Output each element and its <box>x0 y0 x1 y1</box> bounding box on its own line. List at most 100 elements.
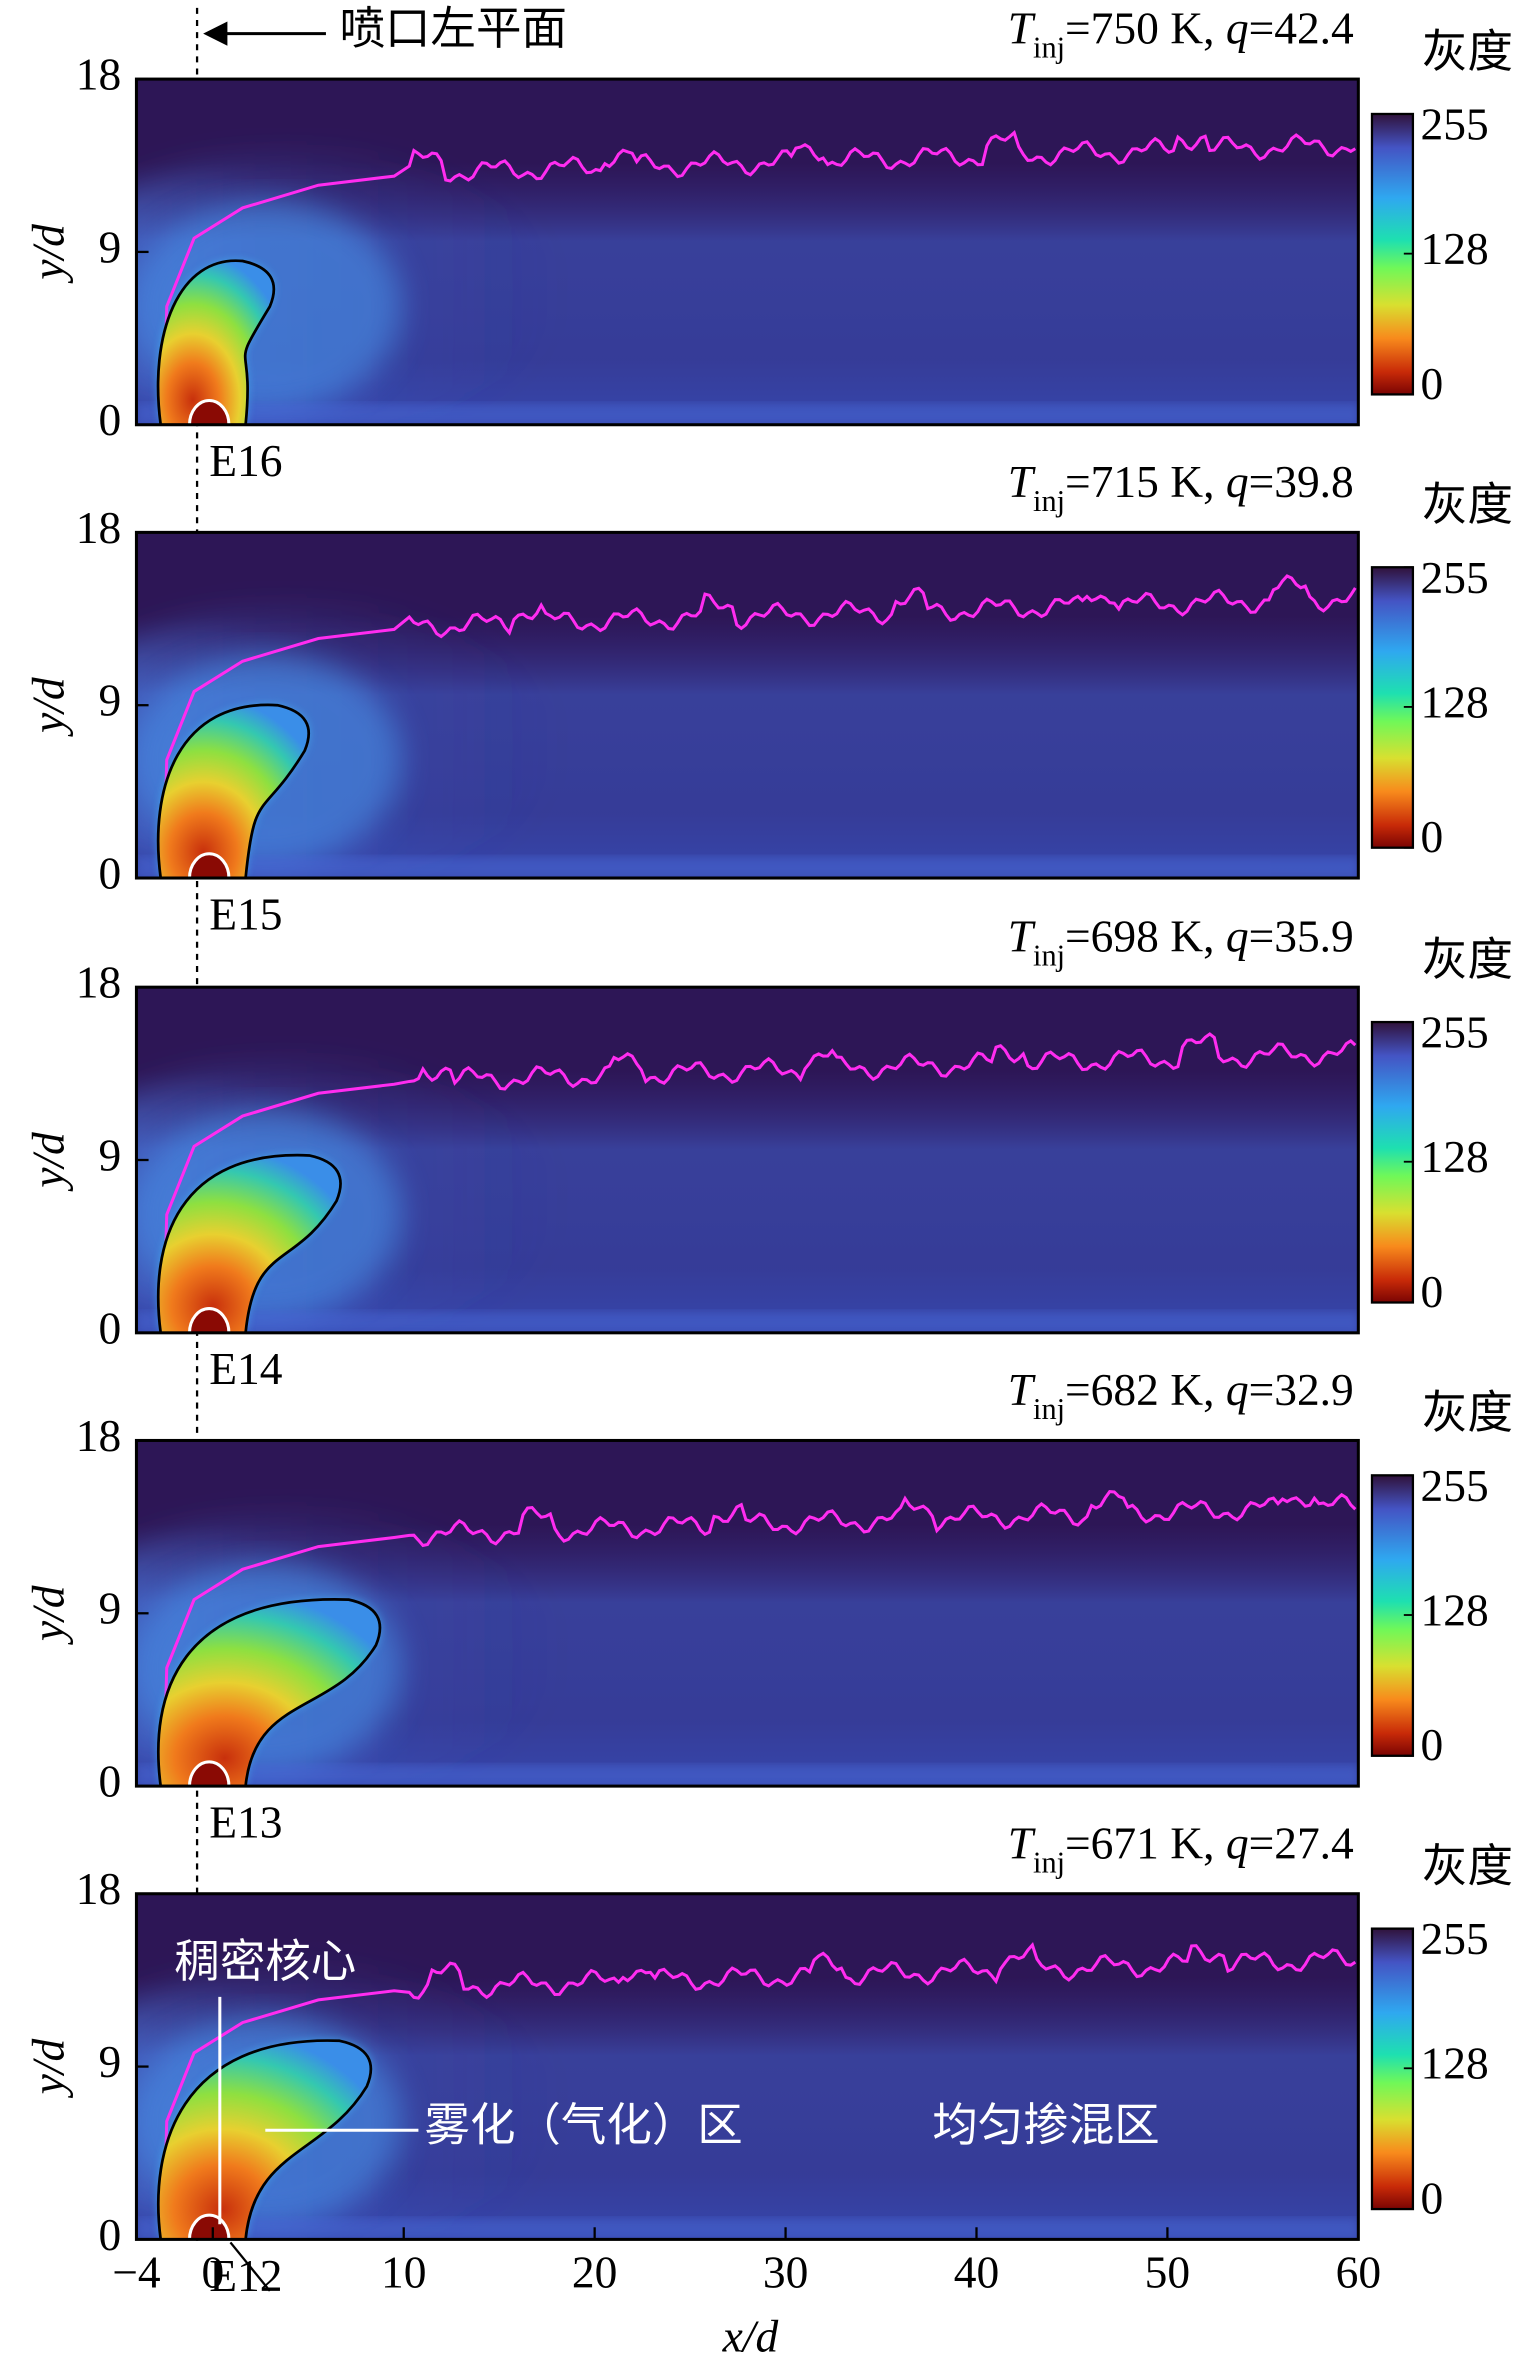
title-part: q <box>1226 3 1249 54</box>
colorbar-label: 灰度 <box>1422 1387 1513 1438</box>
x-tick-label: 20 <box>572 2247 617 2298</box>
floor <box>136 403 1359 425</box>
y-tick-label: 0 <box>99 2209 122 2260</box>
title-part: q <box>1226 1818 1249 1869</box>
floor <box>136 1311 1359 1333</box>
colorbar-tick-label: 0 <box>1420 811 1443 862</box>
title-part: =750 K, <box>1065 3 1226 54</box>
heatmap <box>136 532 1359 879</box>
title-part: inj <box>1033 31 1065 65</box>
y-tick-label: 0 <box>99 1302 122 1353</box>
title-part: =32.9 <box>1249 1364 1354 1415</box>
atomization-zone-label: 雾化（气化）区 <box>424 2100 742 2151</box>
dense-region <box>157 2039 373 2240</box>
heatmap <box>136 79 1359 425</box>
arrow-head <box>203 21 228 46</box>
panel-title: Tinj=682 K, q=32.9 <box>1008 1364 1354 1426</box>
colorbar-tick-label: 255 <box>1420 1913 1488 1964</box>
floor <box>136 2218 1359 2240</box>
panel-title: Tinj=715 K, q=39.8 <box>1008 456 1354 518</box>
x-tick-label: −4 <box>112 2247 161 2298</box>
y-tick-label: 9 <box>99 221 122 272</box>
plume-boundary <box>162 1489 1357 1775</box>
y-tick-label: 9 <box>99 1583 122 1634</box>
x-tick-label: 60 <box>1336 2247 1381 2298</box>
y-tick-label: 0 <box>99 847 122 898</box>
title-part: T <box>1008 3 1036 54</box>
x-axis-label: x/d <box>722 2310 779 2361</box>
title-part: =42.4 <box>1249 3 1354 54</box>
title-part: T <box>1008 1364 1036 1415</box>
plume-boundary <box>162 1942 1357 2228</box>
plume-boundary <box>162 574 1357 866</box>
title-part: q <box>1226 911 1249 962</box>
dense-region <box>156 703 310 879</box>
panel-title: Tinj=750 K, q=42.4 <box>1008 3 1354 65</box>
y-tick-label: 18 <box>76 957 121 1008</box>
y-tick-label: 18 <box>76 502 121 553</box>
colorbar-label: 灰度 <box>1422 1840 1513 1891</box>
title-part: inj <box>1033 484 1065 518</box>
x-tick-label: 0 <box>201 2247 224 2298</box>
y-tick-label: 9 <box>99 2036 122 2087</box>
y-axis-label: y/d <box>22 1132 73 1192</box>
title-part: T <box>1008 911 1036 962</box>
x-tick-label: 50 <box>1145 2247 1190 2298</box>
title-part: T <box>1008 456 1036 507</box>
title-part: =682 K, <box>1065 1364 1226 1415</box>
colorbar-tick-label: 0 <box>1420 1719 1443 1770</box>
floor <box>136 856 1359 879</box>
leader <box>229 2241 271 2292</box>
dense-region <box>156 1153 342 1333</box>
title-part: =715 K, <box>1065 456 1226 507</box>
panel-label: E12 <box>209 2250 282 2301</box>
title-part: inj <box>1033 939 1065 973</box>
title-part: inj <box>1033 1845 1065 1879</box>
colorbar-label: 灰度 <box>1422 934 1513 985</box>
x-tick-label: 10 <box>381 2247 426 2298</box>
colorbar-tick-label: 128 <box>1420 1131 1488 1182</box>
colorbar-tick-label: 255 <box>1420 1460 1488 1511</box>
y-axis-label: y/d <box>22 1585 73 1645</box>
colorbar-tick-label: 128 <box>1420 2038 1488 2089</box>
colorbar-label: 灰度 <box>1422 479 1513 530</box>
y-axis-label: y/d <box>22 677 73 737</box>
title-part: =671 K, <box>1065 1818 1226 1869</box>
y-tick-label: 0 <box>99 1756 122 1807</box>
heatmap <box>136 987 1359 1333</box>
dense-core-label: 稠密核心 <box>174 1936 356 1987</box>
y-tick-label: 18 <box>76 1863 121 1914</box>
dense-region <box>156 259 276 425</box>
panel-label: E16 <box>209 435 282 486</box>
title-part: =27.4 <box>1249 1818 1354 1869</box>
x-tick-label: 30 <box>763 2247 808 2298</box>
nozzle-core <box>187 852 231 879</box>
colorbar-tick-label: 255 <box>1420 552 1488 603</box>
y-axis-label: y/d <box>22 2039 73 2099</box>
plume-boundary <box>162 130 1357 413</box>
heatmap <box>136 1893 1359 2240</box>
colorbar-tick-label: 0 <box>1420 358 1443 409</box>
colorbar-tick-label: 128 <box>1420 1584 1488 1635</box>
plume-boundary <box>162 1032 1357 1321</box>
colorbar-tick-label: 128 <box>1420 223 1488 274</box>
colorbar-label: 灰度 <box>1422 26 1513 77</box>
colorbar-tick-label: 128 <box>1420 676 1488 727</box>
panel-label: E15 <box>209 888 282 939</box>
y-tick-label: 0 <box>99 394 122 445</box>
panel-label: E14 <box>209 1343 283 1394</box>
nozzle-core <box>187 1760 231 1787</box>
floor <box>136 1764 1359 1787</box>
title-part: T <box>1008 1818 1036 1869</box>
y-tick-label: 9 <box>99 675 122 726</box>
panel-title: Tinj=698 K, q=35.9 <box>1008 911 1354 973</box>
panel-label: E13 <box>209 1796 282 1847</box>
title-part: inj <box>1033 1392 1065 1426</box>
panel-title: Tinj=671 K, q=27.4 <box>1008 1818 1354 1880</box>
dense-region <box>157 1598 382 1787</box>
title-part: =35.9 <box>1249 911 1354 962</box>
y-tick-label: 18 <box>76 1410 121 1461</box>
nozzle-plane-label: 喷口左平面 <box>340 3 567 54</box>
nozzle-core <box>187 398 231 425</box>
